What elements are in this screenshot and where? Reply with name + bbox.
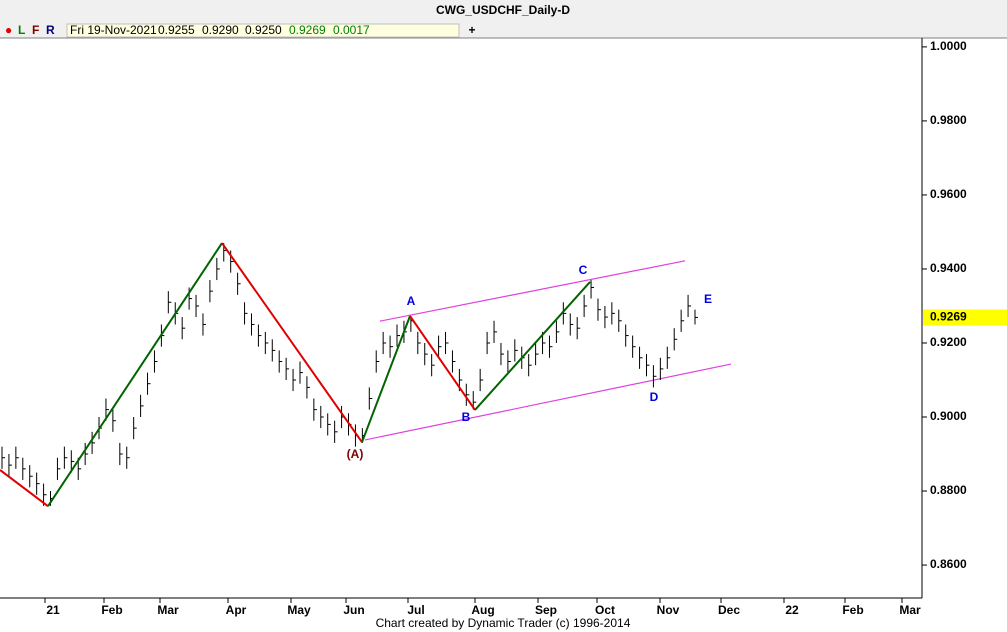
y-tick-label: 0.9400 [930, 261, 967, 275]
y-tick-label: 0.9200 [930, 335, 967, 349]
x-tick-label: Feb [101, 603, 122, 617]
y-tick-label: 0.9600 [930, 187, 967, 201]
x-tick-label: Jul [407, 603, 424, 617]
x-tick-label: Dec [718, 603, 740, 617]
x-tick-label: Aug [471, 603, 494, 617]
last-price-box [923, 309, 1007, 326]
info-close: 0.9269 [289, 23, 326, 37]
info-high: 0.9290 [202, 23, 239, 37]
footer: Chart created by Dynamic Trader (c) 1996… [376, 616, 631, 630]
wave-label: (A) [347, 447, 364, 461]
wave-label: D [650, 390, 659, 404]
x-tick-label: Apr [226, 603, 247, 617]
x-tick-label: Mar [899, 603, 921, 617]
flag[interactable]: F [32, 23, 39, 37]
wave-line [474, 281, 591, 411]
y-tick-label: 0.8600 [930, 557, 967, 571]
x-tick-label: Mar [157, 603, 179, 617]
info-change: 0.0017 [333, 23, 370, 37]
info-open: 0.9255 [158, 23, 195, 37]
x-tick-label: Jun [343, 603, 364, 617]
flag[interactable]: L [18, 23, 25, 37]
title-bar [0, 0, 1007, 22]
y-tick-label: 0.8800 [930, 483, 967, 497]
last-price-label: 0.9269 [930, 310, 967, 324]
info-low: 0.9250 [245, 23, 282, 37]
wave-label: A [407, 294, 416, 308]
info-date: Fri 19-Nov-2021 [70, 23, 157, 37]
channel-line [364, 363, 732, 441]
y-tick-label: 0.9800 [930, 113, 967, 127]
x-tick-label: May [287, 603, 311, 617]
status-dot: ● [5, 23, 12, 37]
wave-label: B [462, 410, 471, 424]
x-tick-label: 21 [46, 603, 60, 617]
y-tick-label: 0.9000 [930, 409, 967, 423]
chart-title: CWG_USDCHF_Daily-D [436, 3, 570, 17]
info-box [66, 23, 460, 38]
add-button[interactable]: + [468, 23, 475, 37]
x-tick-label: Nov [657, 603, 680, 617]
wave-line [221, 242, 363, 443]
x-tick-label: Oct [595, 603, 615, 617]
wave-label: E [704, 292, 712, 306]
wave-line [361, 315, 411, 443]
wave-label: C [579, 263, 588, 277]
wave-line [47, 242, 223, 507]
wave-line [0, 469, 49, 508]
flag[interactable]: R [46, 23, 55, 37]
wave-line [409, 315, 476, 411]
channel-line [379, 260, 686, 322]
x-tick-label: Sep [535, 603, 557, 617]
y-tick-label: 1.0000 [930, 39, 967, 53]
x-tick-label: Feb [842, 603, 863, 617]
x-tick-label: 22 [785, 603, 799, 617]
